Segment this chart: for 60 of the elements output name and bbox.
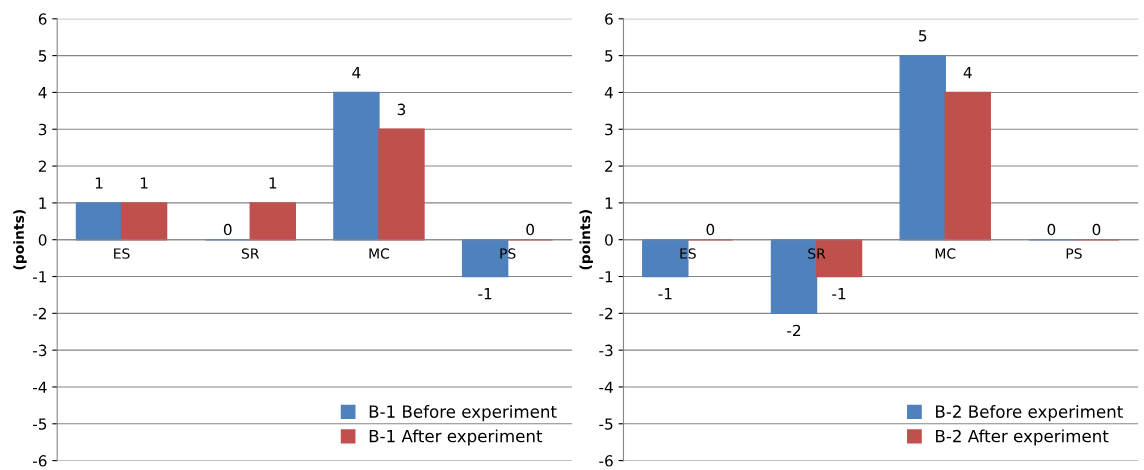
y-tick-label: 6 <box>38 13 47 25</box>
x-tick-label: MC <box>369 248 390 259</box>
y-axis-title: (points) <box>579 210 593 270</box>
x-tick-label: ES <box>114 248 130 259</box>
y-tick-label: 0 <box>605 234 613 246</box>
y-tick-label: -1 <box>32 271 47 283</box>
data-label: 1 <box>269 177 277 189</box>
y-tick-label: 4 <box>38 87 47 99</box>
y-tick-label: -4 <box>599 381 613 393</box>
data-label: -1 <box>478 288 492 300</box>
y-tick-label: -6 <box>599 455 613 467</box>
legend-label: B-2 Before experiment <box>936 405 1123 422</box>
data-label: 0 <box>1092 223 1101 236</box>
data-label: 4 <box>963 67 972 79</box>
data-label: 1 <box>140 177 148 189</box>
y-tick-label: -3 <box>32 344 47 357</box>
data-label: -2 <box>787 324 801 337</box>
y-tick-label: 2 <box>605 160 613 172</box>
y-tick-label: -5 <box>32 418 47 430</box>
data-label: 5 <box>919 30 927 42</box>
y-tick-label: -4 <box>32 381 47 393</box>
y-tick-label: -2 <box>32 307 46 320</box>
data-label: 3 <box>397 103 406 116</box>
bar <box>378 128 425 241</box>
legend-label: B-2 After experiment <box>936 429 1109 446</box>
bar <box>944 91 991 241</box>
y-tick-label: 1 <box>39 197 47 209</box>
y-tick-label: -5 <box>599 418 613 430</box>
y-tick-label: 0 <box>38 234 47 246</box>
data-label: 0 <box>526 223 535 236</box>
bar <box>333 91 380 241</box>
data-label: -1 <box>832 288 846 300</box>
y-axis-title: (points) <box>13 210 27 270</box>
data-label: 0 <box>1047 223 1056 236</box>
legend-label: B-1 Before experiment <box>369 405 557 422</box>
y-tick-label: -1 <box>599 271 613 283</box>
legend-label: B-1 After experiment <box>369 429 543 446</box>
y-tick-label: -6 <box>32 455 47 467</box>
y-tick-label: 3 <box>38 123 47 136</box>
data-label: 4 <box>352 67 361 79</box>
data-label: 0 <box>223 223 232 236</box>
y-tick-label: 6 <box>605 13 613 25</box>
y-tick-label: -3 <box>599 344 613 357</box>
bar <box>120 202 168 241</box>
y-tick-label: 3 <box>605 123 613 136</box>
y-tick-label: -2 <box>599 307 613 320</box>
y-tick-label: 1 <box>605 197 613 209</box>
y-tick-label: 5 <box>38 50 47 62</box>
bar <box>249 202 296 241</box>
data-label: -1 <box>658 288 672 300</box>
y-tick-label: 2 <box>38 160 46 172</box>
x-tick-label: PS <box>1066 248 1082 259</box>
bar <box>75 202 123 241</box>
x-tick-label: SR <box>241 248 260 259</box>
data-label: 1 <box>95 177 103 189</box>
x-tick-label: MC <box>935 248 956 259</box>
y-tick-label: 5 <box>605 50 613 62</box>
bar <box>899 54 946 241</box>
data-label: 0 <box>706 223 715 236</box>
y-tick-label: 4 <box>604 87 613 99</box>
